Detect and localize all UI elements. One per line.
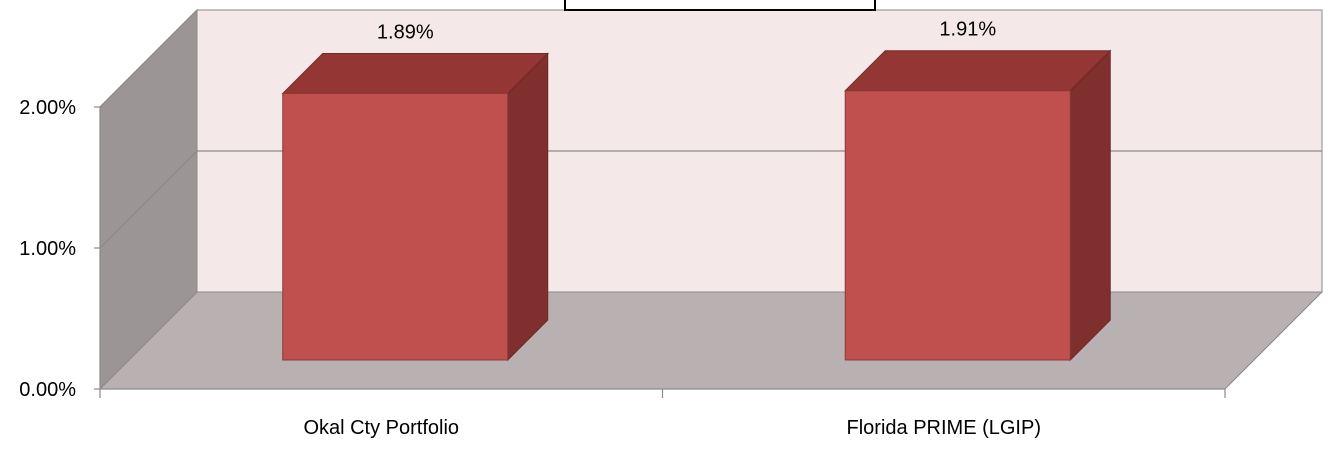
bar-2 xyxy=(844,49,1112,362)
axes xyxy=(94,106,1226,398)
bar-front xyxy=(282,93,509,361)
title-box xyxy=(564,0,876,11)
gridline-side-2 xyxy=(99,9,198,108)
y-tick-label: 2.00% xyxy=(19,97,76,119)
gridline-side-1 xyxy=(99,150,198,249)
y-tick-label: 1.00% xyxy=(19,238,76,260)
bar-front xyxy=(844,90,1071,361)
y-tick-label: 0.00% xyxy=(19,379,76,401)
category-label: Okal Cty Portfolio xyxy=(303,417,459,439)
bar-side xyxy=(507,52,549,362)
bars xyxy=(281,49,1112,362)
bar-1 xyxy=(281,52,549,362)
bar-side xyxy=(1069,49,1111,362)
bar-top xyxy=(281,53,549,95)
category-label: Florida PRIME (LGIP) xyxy=(847,417,1041,439)
data-label: 1.91% xyxy=(939,19,996,41)
labels: 0.00% 1.00% 2.00% 1.89% Okal Cty Portfolio 1.… xyxy=(19,19,1041,439)
data-label: 1.89% xyxy=(377,22,434,44)
bar-top xyxy=(844,50,1112,92)
